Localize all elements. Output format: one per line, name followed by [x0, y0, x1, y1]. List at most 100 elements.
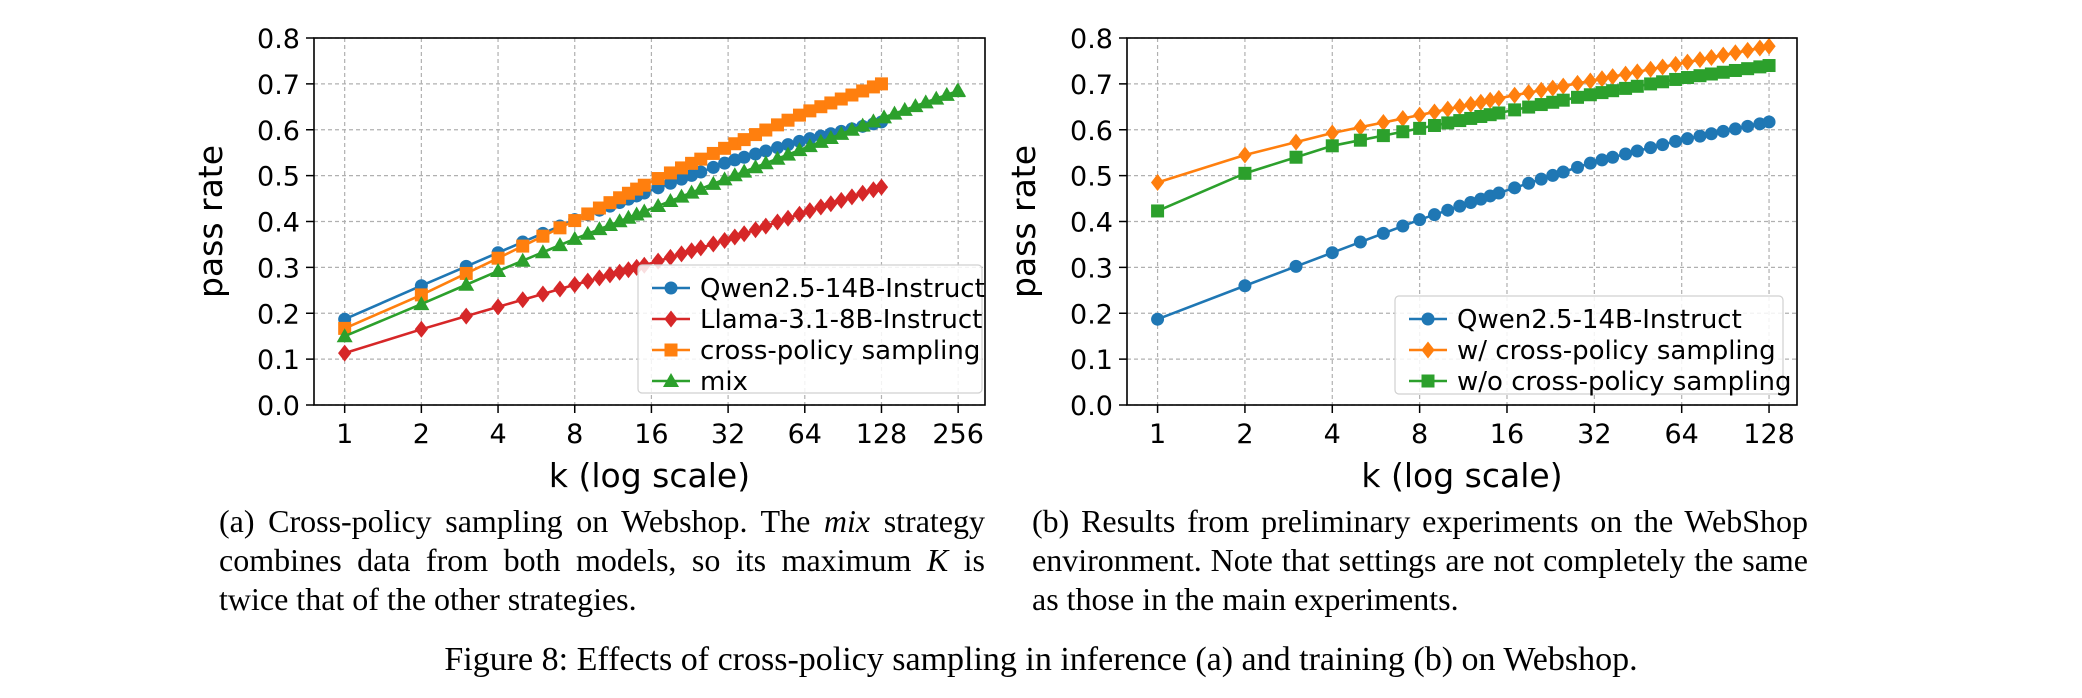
legend-box: [1394, 295, 1784, 395]
data-point: [1704, 48, 1719, 66]
data-point: [896, 101, 913, 116]
data-point: [338, 344, 352, 362]
x-tick-label: 1: [1149, 419, 1166, 450]
data-point: [1507, 86, 1522, 104]
legend-marker: [664, 281, 678, 295]
figure-caption: Figure 8: Effects of cross-policy sampli…: [444, 641, 1638, 678]
data-point: [1413, 106, 1427, 124]
x-tick-label: 64: [1665, 419, 1699, 450]
legend-marker: [664, 343, 678, 357]
y-tick-label: 0.3: [1070, 253, 1113, 284]
data-point: [1583, 156, 1597, 170]
data-point: [1595, 153, 1609, 167]
data-point: [928, 90, 945, 105]
y-tick-label: 0.1: [257, 345, 300, 376]
data-point: [736, 163, 753, 178]
data-point: [651, 172, 665, 186]
data-point: [1151, 312, 1165, 326]
data-point: [675, 172, 689, 186]
y-tick-label: 0.0: [1070, 391, 1113, 422]
data-point: [1522, 176, 1536, 190]
data-point: [917, 94, 934, 109]
data-point: [845, 88, 859, 102]
data-point: [1508, 103, 1522, 117]
data-point: [1606, 68, 1620, 86]
data-point: [1522, 100, 1536, 114]
data-point: [876, 109, 893, 124]
data-point: [718, 156, 732, 170]
panel-a-chart: 0.0 0.1 0.2 0.3 0.4 0.5 0.6 0.7 0.8 1 2 4 8 16 32 64 128…: [191, 24, 986, 495]
data-point: [568, 214, 582, 228]
data-point: [845, 188, 859, 206]
data-point: [737, 150, 751, 164]
data-point: [1583, 88, 1597, 102]
x-tick-label: 32: [711, 419, 745, 450]
legend: Qwen2.5-14B-InstructLlama-3.1-8B-Instruc…: [637, 264, 985, 397]
x-tick-label: 64: [788, 419, 822, 450]
data-point: [536, 229, 550, 243]
data-point: [1618, 65, 1633, 83]
data-point: [718, 141, 732, 155]
data-point: [728, 228, 742, 246]
legend-marker: [1421, 312, 1435, 326]
data-point: [1762, 59, 1776, 73]
data-point: [1571, 160, 1585, 174]
data-point: [514, 252, 531, 267]
data-point: [1427, 103, 1442, 121]
data-point: [1716, 46, 1730, 64]
data-point: [1483, 91, 1497, 109]
data-point: [1644, 77, 1658, 91]
data-point: [603, 266, 617, 284]
y-tick-label: 0.1: [1070, 345, 1113, 376]
data-point: [1238, 166, 1252, 180]
data-point: [856, 184, 870, 202]
data-point: [1413, 213, 1427, 227]
data-point: [1353, 118, 1368, 136]
data-point: [1464, 195, 1478, 209]
data-point: [1353, 235, 1367, 249]
data-point: [769, 150, 786, 165]
data-point: [749, 147, 763, 161]
data-point: [792, 134, 806, 148]
caption-a-end: is twice that of the other strategies.: [219, 542, 986, 617]
data-point: [1376, 226, 1390, 240]
data-point: [1396, 110, 1410, 128]
data-point: [1669, 72, 1683, 86]
caption-a-text: (a) Cross-policy sampling on Webshop. Th…: [219, 503, 824, 539]
data-point: [1325, 246, 1339, 260]
x-tick-label: 16: [1490, 419, 1524, 450]
data-point: [1546, 79, 1560, 97]
data-point: [1606, 84, 1620, 98]
data-point: [1728, 122, 1742, 136]
data-point: [1655, 58, 1670, 76]
data-point: [1741, 62, 1755, 76]
data-point: [1741, 119, 1755, 133]
data-point: [717, 231, 732, 249]
data-point: [414, 288, 428, 302]
data-point: [874, 178, 889, 196]
data-point: [822, 129, 839, 144]
data-point: [1619, 147, 1633, 161]
data-point: [803, 202, 817, 220]
data-point: [566, 230, 583, 245]
data-point: [1353, 133, 1367, 147]
data-point: [458, 276, 475, 291]
data-point: [803, 104, 817, 118]
data-point: [1644, 141, 1658, 155]
data-point: [781, 138, 795, 152]
data-point: [770, 141, 784, 155]
caption-b: (b) Results from preliminary experiments…: [1032, 503, 1808, 617]
data-point: [579, 225, 596, 240]
data-point: [1289, 133, 1303, 151]
data-point: [553, 280, 567, 298]
data-point: [1427, 118, 1441, 132]
x-tick-label: 256: [932, 419, 984, 450]
data-point: [737, 225, 751, 243]
data-point: [1151, 204, 1165, 218]
data-point: [726, 167, 743, 182]
data-point: [413, 296, 430, 311]
data-point: [706, 160, 720, 174]
data-point: [1704, 67, 1718, 81]
series-llama-3-1-8b-instruct: [338, 178, 889, 362]
data-point: [1238, 279, 1252, 293]
